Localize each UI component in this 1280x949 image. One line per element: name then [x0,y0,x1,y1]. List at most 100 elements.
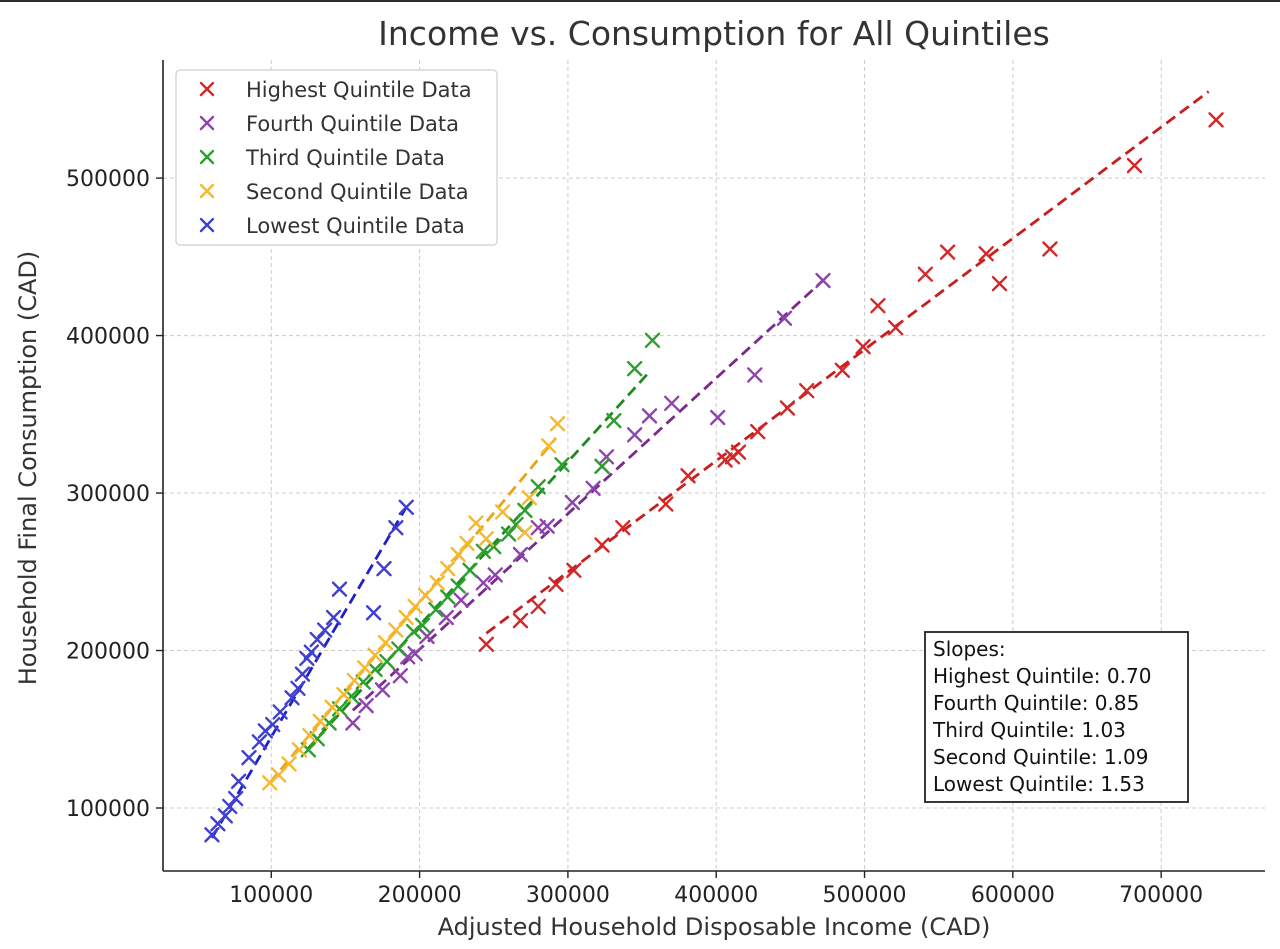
data-point [717,452,733,468]
point-stroke [644,332,661,349]
point-stroke [312,713,328,730]
legend-item: Fourth Quintile Data [199,112,459,136]
data-point [429,575,446,591]
data-point [284,690,300,706]
legend-box [175,69,498,246]
data-point [376,560,392,577]
data-point [776,310,793,326]
data-point [365,605,382,621]
top-border [0,0,1280,2]
legend-label: Third Quintile Data [245,146,445,170]
slopes-heading: Slopes: [933,637,1006,661]
point-stroke [450,578,466,594]
data-point [358,697,374,714]
point-stroke [272,704,288,720]
point-stroke [1126,157,1143,174]
point-stroke [374,682,391,698]
data-point [1042,241,1058,257]
point-stroke [1208,112,1224,128]
point-stroke [549,416,566,432]
data-point [468,515,484,531]
point-stroke [331,581,348,597]
x-tick-label: 600000 [971,883,1055,908]
data-point [615,520,631,536]
data-point [594,458,610,474]
point-stroke [1042,241,1058,257]
ticks: 100000 200000 300000 400000 500000 600000 7000… [66,167,1203,908]
point-stroke [379,653,395,670]
y-axis-label: Household Final Consumption (CAD) [14,251,42,686]
data-point [379,653,395,670]
point-stroke [564,494,581,511]
point-stroke [779,400,796,416]
x-tick-label: 700000 [1119,883,1203,908]
legend-item: Lowest Quintile Data [199,214,465,238]
data-point [440,560,456,577]
point-stroke [530,598,546,615]
legend-marker [199,149,215,165]
data-point [626,427,643,443]
point-stroke [414,617,431,634]
point-stroke [336,686,352,703]
legend-label: Fourth Quintile Data [246,112,459,136]
point-stroke [241,749,257,766]
point-stroke [626,360,643,377]
data-point [530,598,546,615]
data-point [391,641,407,657]
point-stroke [710,409,726,426]
point-stroke [554,457,570,473]
point-stroke [302,727,318,744]
point-stroke [664,395,680,411]
point-stroke [265,716,281,733]
point-stroke [855,338,871,355]
data-point [641,408,658,424]
data-point [870,297,886,314]
fit-line-0 [485,90,1210,635]
y-tick-label: 500000 [66,167,150,192]
point-stroke [512,612,529,629]
data-point [398,499,414,515]
data-point [336,686,352,703]
point-stroke [222,798,238,815]
slopes-box: Slopes: Highest Quintile: 0.70 Fourth Qu… [924,631,1189,803]
data-point [462,562,478,578]
data-point [512,546,529,563]
data-point [644,332,661,349]
data-point [299,650,315,667]
data-point [241,749,257,766]
point-stroke [429,575,446,591]
point-stroke [294,666,311,682]
y-tick-label: 400000 [66,325,150,350]
data-point [428,601,444,618]
legend-item: Third Quintile Data [199,146,445,170]
data-point [664,395,680,411]
point-stroke [530,479,546,495]
data-point [357,660,373,676]
point-stroke [281,756,297,772]
point-stroke [594,537,610,553]
data-point [594,537,610,553]
point-stroke [917,266,934,282]
data-point [606,412,622,429]
data-point [564,494,581,511]
data-point [478,531,495,547]
point-stroke [594,458,610,474]
point-stroke [717,452,733,468]
data-point [290,680,306,697]
point-stroke [291,742,308,758]
point-stroke [606,412,622,429]
data-point [453,592,469,608]
point-stroke [540,438,557,454]
data-point [517,524,533,541]
point-stroke [398,499,414,515]
data-point [374,682,391,698]
point-stroke [468,515,484,531]
point-stroke [539,518,555,534]
slope-lowest: Lowest Quintile: 1.53 [933,772,1145,796]
y-tick-label: 100000 [66,797,150,822]
point-stroke [641,408,658,424]
legend-item: Highest Quintile Data [199,78,472,102]
data-point [540,438,557,454]
data-point [281,756,297,772]
